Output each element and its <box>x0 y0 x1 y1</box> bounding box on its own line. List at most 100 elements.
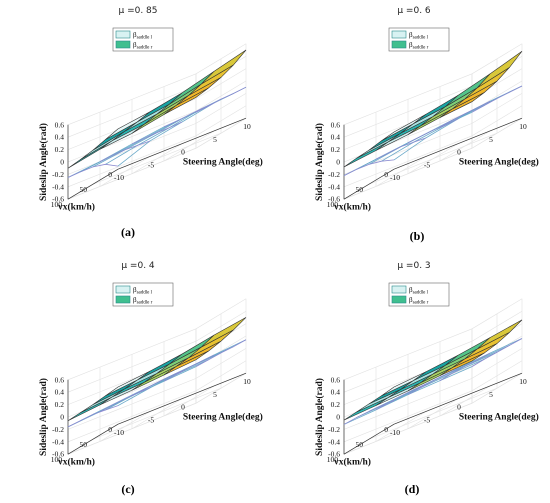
z-tick-label: -0.4 <box>52 182 64 191</box>
legend-entry: βsaddle r <box>409 41 429 51</box>
axes <box>67 372 247 455</box>
surface-line <box>99 140 151 163</box>
y-tick-label: 50 <box>356 440 364 449</box>
surface-line <box>131 121 183 145</box>
legend-swatch <box>115 285 131 294</box>
gridline <box>67 402 197 455</box>
z-tick-label: 0 <box>60 413 64 422</box>
z-tick-label: -0.4 <box>328 437 340 446</box>
y-tick-label: 0 <box>108 170 112 179</box>
legend-swatch <box>391 285 407 294</box>
y-tick-label: 100 <box>327 455 339 464</box>
surface-patch <box>124 363 170 389</box>
z-tick-label: 0.2 <box>55 400 65 409</box>
chart-title: μ =0. 4 <box>121 261 155 271</box>
x-tick-label: 5 <box>213 135 217 144</box>
z-axis-label: Sideslip Angle(rad) <box>38 123 49 201</box>
surface-patch <box>477 50 523 88</box>
legend-entry: βsaddle r <box>133 296 153 306</box>
surface-line <box>471 85 523 113</box>
y-axis <box>67 423 119 455</box>
x-axis-label: Steering Angle(deg) <box>459 412 539 423</box>
panel-label: (c) <box>121 482 134 496</box>
x-tick-label: -10 <box>390 173 400 182</box>
z-tick-label: -0.6 <box>328 195 340 204</box>
chart-title: μ =0. 3 <box>397 261 430 271</box>
gridline <box>343 147 473 200</box>
z-tick-label: -0.6 <box>52 450 64 459</box>
z-tick-label: -0.2 <box>328 170 340 179</box>
x-tick-label: -10 <box>114 173 124 182</box>
x-tick-label: -5 <box>424 160 430 169</box>
x-axis-label: Steering Angle(deg) <box>183 412 263 423</box>
surface-patch <box>477 319 523 350</box>
surface-line <box>439 100 491 128</box>
legend-entry-sub: saddle r <box>137 46 153 51</box>
surface-patch <box>188 329 234 358</box>
chart-panel-4: 0.60.40.20-0.2-0.4-0.6-10-50510050100Sid… <box>314 261 539 496</box>
upper-surface <box>67 49 247 169</box>
z-tick-label: 0.4 <box>331 388 341 397</box>
z-tick-label: 0 <box>336 158 340 167</box>
x-tick-label: 10 <box>519 122 527 131</box>
z-tick-label: 0.4 <box>55 388 65 397</box>
z-tick-label: -0.4 <box>328 182 340 191</box>
z-tick-label: 0.4 <box>55 133 65 142</box>
z-tick-label: -0.6 <box>52 195 64 204</box>
chart-panel-3: 0.60.40.20-0.2-0.4-0.6-10-50510050100Sid… <box>38 261 263 496</box>
surface-line <box>163 354 215 382</box>
surface-line <box>439 352 491 381</box>
z-tick-label: 0.6 <box>55 120 65 129</box>
z-tick-label: 0.2 <box>331 400 341 409</box>
x-tick-label: 10 <box>243 377 251 386</box>
x-tick-label: 5 <box>489 135 493 144</box>
gridline <box>368 132 498 185</box>
gridline <box>343 298 523 381</box>
z-tick-label: 0.2 <box>55 145 65 154</box>
y-tick-label: 0 <box>384 170 388 179</box>
chart-panel-1: 0.60.40.20-0.2-0.4-0.6-10-50510050100Sid… <box>38 6 263 239</box>
x-tick-label: 5 <box>213 390 217 399</box>
upper-surface <box>343 50 523 168</box>
z-tick-label: -0.4 <box>52 437 64 446</box>
gridline <box>92 387 222 440</box>
x-tick-label: 10 <box>519 377 527 386</box>
legend-entry-sub: saddle r <box>137 301 153 306</box>
surface-line <box>163 102 215 128</box>
z-tick-label: 0 <box>60 158 64 167</box>
z-tick-label: 0.4 <box>331 133 341 142</box>
surface-line <box>131 370 183 397</box>
surface-line <box>471 338 523 367</box>
x-axis-label: Steering Angle(deg) <box>183 157 263 168</box>
y-tick-label: 50 <box>356 185 364 194</box>
z-tick-label: -0.2 <box>52 425 64 434</box>
y-tick-label: 100 <box>51 455 63 464</box>
y-tick-label: 100 <box>51 200 63 209</box>
legend-entry: βsaddle l <box>409 286 429 296</box>
legend-entry: βsaddle l <box>133 286 153 296</box>
legend-swatch <box>115 295 131 304</box>
axes <box>343 372 523 455</box>
gridline <box>92 132 222 185</box>
z-axis-label: Sideslip Angle(rad) <box>38 378 49 456</box>
z-tick-label: -0.6 <box>328 450 340 459</box>
y-tick-label: 0 <box>108 425 112 434</box>
y-axis <box>67 168 119 200</box>
surface-line <box>375 383 427 411</box>
legend-entry-sub: saddle l <box>413 36 429 41</box>
x-tick-label: -5 <box>148 415 154 424</box>
legend-swatch <box>391 30 407 39</box>
z-tick-label: 0.6 <box>331 375 341 384</box>
y-axis-label: vx(km/h) <box>334 202 371 213</box>
z-tick-label: 0 <box>336 413 340 422</box>
chart-title: μ =0. 6 <box>397 6 431 16</box>
x-tick-label: -5 <box>424 415 430 424</box>
legend-entry: βsaddle l <box>409 31 429 41</box>
surface-patch <box>464 67 510 100</box>
x-tick-label: -10 <box>390 428 400 437</box>
legend-entry-sub: saddle r <box>413 301 429 306</box>
x-tick-label: 0 <box>181 403 185 412</box>
